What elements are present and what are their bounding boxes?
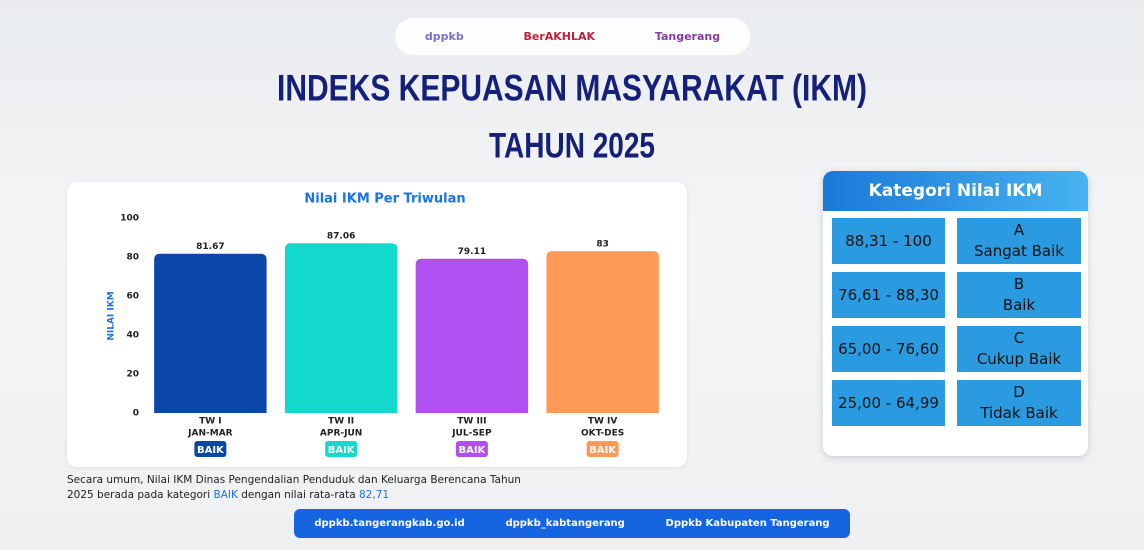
badge-label: BAIK (197, 445, 225, 456)
category-panel: Kategori Nilai IKM 88,31 - 100 A Sangat Ba… (823, 171, 1088, 456)
y-axis-label: NILAI IKM (107, 291, 117, 340)
social: dppkb_kabtangerang (505, 518, 625, 529)
grade-cell: A Sangat Baik (957, 218, 1081, 264)
y-tick-label: 0 (133, 409, 139, 419)
grade: A (1013, 221, 1025, 239)
grade-cell: D Tidak Baik (957, 380, 1081, 426)
bar (284, 243, 398, 413)
badge-label: BAIK (328, 445, 356, 456)
y-tick-label: 80 (126, 253, 139, 263)
range-cell: 88,31 - 100 (832, 218, 945, 264)
summary-text: dengan nilai rata-rata (241, 489, 356, 501)
value-label: 79.11 (458, 247, 486, 257)
value-label: 81.67 (196, 242, 224, 252)
chart-title: Nilai IKM Per Triwulan (304, 192, 465, 207)
x-tick-sublabel: OKT-DES (581, 429, 624, 439)
page-title: INDEKS KEPUASAN MASYARAKAT (IKM) (276, 67, 868, 109)
logo-bar: dppkb BerAKHLAK Tangerang (395, 18, 750, 55)
logo-text: Tangerang (654, 30, 721, 43)
x-tick-sublabel: JUL-SEP (451, 429, 492, 439)
x-tick-sublabel: APR-JUN (320, 429, 362, 439)
grade: B (1013, 275, 1025, 293)
grade: D (1013, 383, 1025, 401)
chart: Nilai IKM Per Triwulan NILAI IKM 0 20 40 60… (107, 192, 659, 457)
page-subtitle: TAHUN 2025 (489, 126, 655, 165)
summary-category: BAIK (213, 489, 238, 501)
website: dppkb.tangerangkab.go.id (314, 518, 465, 529)
badge (194, 441, 227, 457)
chart-card: Nilai IKM Per Triwulan NILAI IKM 0 20 40 60… (67, 182, 687, 467)
badge-label: BAIK (458, 445, 486, 456)
x-tick-label: TW I (199, 417, 222, 427)
grade-label: Tidak Baik (980, 404, 1058, 422)
badge (325, 441, 358, 457)
logo-text: dppkb (424, 30, 464, 43)
value-label: 83 (596, 240, 609, 250)
range-cell: 25,00 - 64,99 (832, 380, 945, 426)
range: 88,31 - 100 (845, 231, 932, 250)
summary-average: 82,71 (359, 489, 390, 501)
panel-title: Kategori Nilai IKM (823, 171, 1088, 211)
range: 65,00 - 76,60 (838, 339, 939, 358)
range: 25,00 - 64,99 (838, 393, 939, 412)
bar (154, 253, 267, 413)
facebook: Dppkb Kabupaten Tangerang (665, 518, 830, 529)
footer: dppkb.tangerangkab.go.id dppkb_kabtanger… (294, 509, 850, 538)
x-tick-label: TW II (328, 417, 354, 427)
badge-label: BAIK (589, 445, 617, 456)
badge (586, 441, 619, 457)
summary: Secara umum, Nilai IKM Dinas Pengendalia… (67, 473, 527, 503)
summary-text: Secara umum, Nilai IKM Dinas Pengendalia… (67, 474, 521, 501)
grade-label: Baik (1002, 296, 1036, 314)
grade-label: Sangat Baik (974, 242, 1064, 260)
grade-cell: C Cukup Baik (957, 326, 1081, 372)
grade: C (1013, 329, 1025, 347)
bar (415, 258, 529, 413)
y-tick-label: 40 (126, 331, 139, 341)
grade-cell: B Baik (957, 272, 1081, 318)
y-tick-label: 20 (126, 370, 139, 380)
grade-label: Cukup Baik (976, 350, 1062, 368)
y-tick-label: 100 (120, 214, 139, 224)
logo-text: BerAKHLAK (523, 30, 596, 43)
bar (546, 251, 659, 413)
range-cell: 65,00 - 76,60 (832, 326, 945, 372)
x-tick-label: TW IV (588, 417, 618, 427)
range: 76,61 - 88,30 (838, 285, 939, 304)
range-cell: 76,61 - 88,30 (832, 272, 945, 318)
x-tick-sublabel: JAN-MAR (187, 429, 233, 439)
y-tick-label: 60 (126, 292, 139, 302)
badge (455, 441, 488, 457)
value-label: 87.06 (327, 232, 355, 242)
x-tick-label: TW III (457, 417, 486, 427)
